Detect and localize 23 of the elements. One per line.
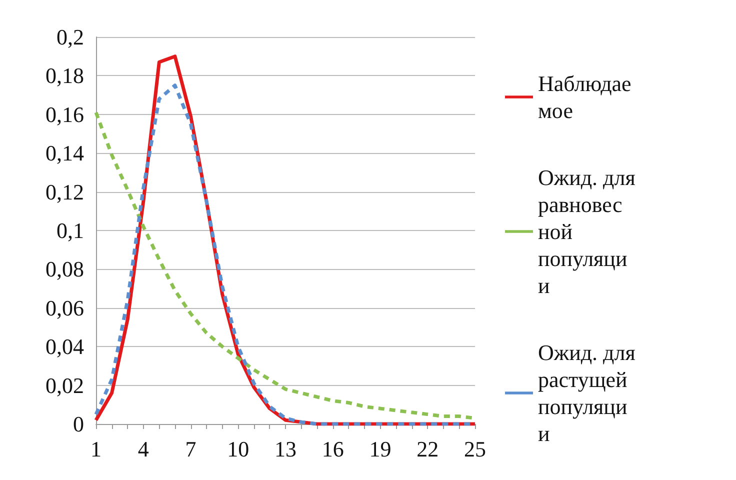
x-tick-label: 4 [138, 436, 149, 462]
y-tick-label: 0,12 [46, 179, 84, 204]
y-tick-label: 0,04 [46, 334, 84, 360]
legend-label: Ожид. для равновесной популяции [538, 165, 641, 298]
y-tick-label: 0,06 [46, 295, 84, 320]
x-tick-label: 1 [90, 436, 102, 462]
x-tick-label: 22 [416, 436, 439, 462]
y-tick-label: 0,02 [46, 372, 84, 398]
legend-label: Ожид. для растущей популяции [538, 340, 641, 446]
y-tick-label: 0 [73, 412, 84, 436]
y-tick-label: 0,14 [46, 140, 84, 166]
x-tick-label: 10 [227, 436, 250, 462]
y-tick-label: 0,16 [46, 102, 84, 127]
x-tick-label: 13 [274, 436, 296, 462]
y-tick-label: 0,18 [46, 63, 84, 88]
y-tick-label: 0,08 [46, 256, 84, 282]
y-tick-label: 0,2 [56, 24, 84, 50]
legend-label: Наблюдаемое [538, 71, 632, 123]
x-tick-label: 7 [185, 436, 196, 462]
x-tick-label: 25 [464, 436, 486, 462]
x-tick-label: 16 [322, 436, 344, 462]
x-tick-label: 19 [369, 436, 392, 462]
y-tick-label: 0,1 [56, 218, 84, 243]
